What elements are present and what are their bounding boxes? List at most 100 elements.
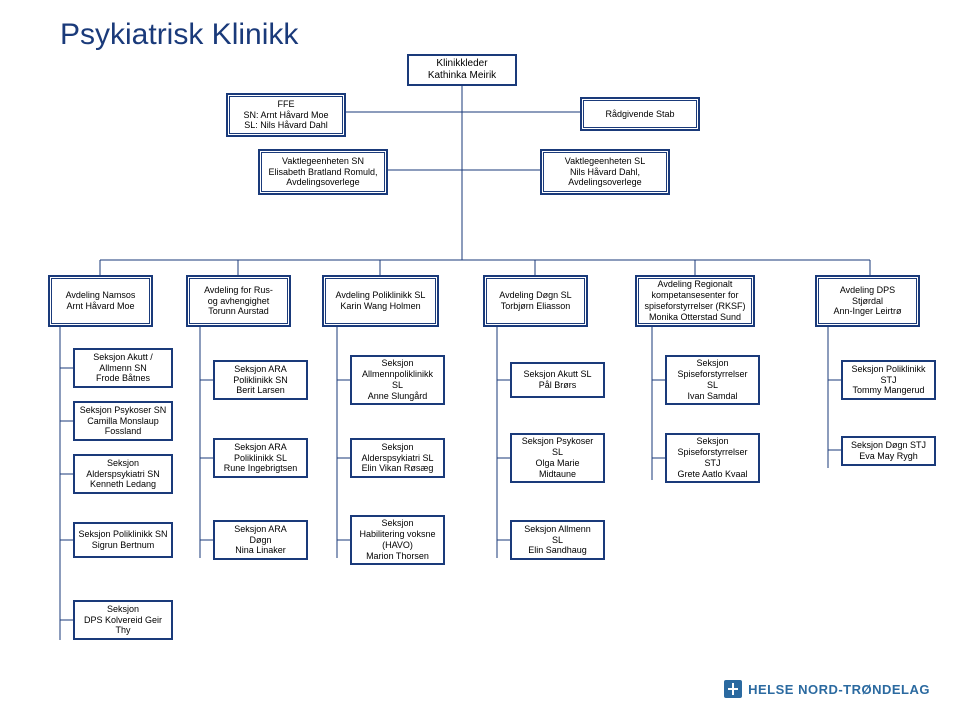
node-line: Seksjon ARA (217, 442, 304, 453)
node-line: Seksjon Psykoser (514, 436, 601, 447)
node-line: Grete Aatlo Kvaal (669, 469, 756, 480)
node-line: Seksjon ARA (217, 524, 304, 535)
node-line: Klinikkleder (411, 58, 513, 70)
node-line: Fossland (77, 426, 169, 437)
node-line: SL (514, 535, 601, 546)
node-line: Alderspsykiatri SL (354, 453, 441, 464)
node-line: Seksjon ARA (217, 364, 304, 375)
node-avd-namsos: Avdeling Namsos Arnt Håvard Moe (48, 275, 153, 327)
node-line: Marion Thorsen (354, 551, 441, 562)
node-line: SL: Nils Håvard Dahl (232, 120, 340, 131)
node-seksjon-ara-dogn: Seksjon ARA Døgn Nina Linaker (213, 520, 308, 560)
node-line: Seksjon (354, 518, 441, 529)
node-line: Avdelingsoverlege (264, 177, 382, 188)
node-line: Rådgivende Stab (586, 109, 694, 120)
node-line: Olga Marie (514, 458, 601, 469)
node-line: Allmenn SN (77, 363, 169, 374)
node-line: Torunn Aurstad (192, 306, 285, 317)
node-avd-dognsl: Avdeling Døgn SL Torbjørn Eliasson (483, 275, 588, 327)
node-line: Avdeling for Rus- (192, 285, 285, 296)
node-line: Rune Ingebrigtsen (217, 463, 304, 474)
node-line: Seksjon Poliklinikk SN (77, 529, 169, 540)
node-line: Seksjon (354, 358, 441, 369)
brand-logo: HELSE NORD-TRØNDELAG (724, 680, 930, 698)
node-line: Vaktlegeenheten SL (546, 156, 664, 167)
node-line: STJ (845, 375, 932, 386)
node-line: Avdeling Poliklinikk SL (328, 290, 433, 301)
node-seksjon-allmennpoli: Seksjon Allmennpoliklinikk SL Anne Slung… (350, 355, 445, 405)
node-line: Midtaune (514, 469, 601, 480)
node-line: Pål Brørs (514, 380, 601, 391)
node-line: Poliklinikk SN (217, 375, 304, 386)
node-line: Habilitering voksne (354, 529, 441, 540)
node-line: Seksjon Akutt / (77, 352, 169, 363)
node-line: Vaktlegeenheten SN (264, 156, 382, 167)
node-seksjon-havo: Seksjon Habilitering voksne (HAVO) Mario… (350, 515, 445, 565)
node-line: Avdeling Regionalt (641, 279, 749, 290)
node-line: Seksjon Allmenn (514, 524, 601, 535)
node-line: Sigrun Bertnum (77, 540, 169, 551)
logo-mark-icon (724, 680, 742, 698)
node-line: Elisabeth Bratland Romuld, (264, 167, 382, 178)
logo-text: HELSE NORD-TRØNDELAG (748, 682, 930, 697)
node-line: Arnt Håvard Moe (54, 301, 147, 312)
node-seksjon-dps-kolvereid: Seksjon DPS Kolvereid Geir Thy (73, 600, 173, 640)
node-line: Nils Håvard Dahl, (546, 167, 664, 178)
node-line: Torbjørn Eliasson (489, 301, 582, 312)
node-line: Berit Larsen (217, 385, 304, 396)
node-seksjon-psykoser-sl: Seksjon Psykoser SL Olga Marie Midtaune (510, 433, 605, 483)
node-line: Spiseforstyrrelser (669, 369, 756, 380)
node-line: Elin Sandhaug (514, 545, 601, 556)
node-line: Anne Slungård (354, 391, 441, 402)
node-line: Frode Båtnes (77, 373, 169, 384)
node-klinikkleder: Klinikkleder Kathinka Meirik (407, 54, 517, 86)
node-seksjon-akutt-sl: Seksjon Akutt SL Pål Brørs (510, 362, 605, 398)
node-line: Seksjon (77, 458, 169, 469)
node-seksjon-dogn-stj: Seksjon Døgn STJ Eva May Rygh (841, 436, 936, 466)
node-line: Allmennpoliklinikk (354, 369, 441, 380)
node-line: Alderspsykiatri SN (77, 469, 169, 480)
node-line: Seksjon Psykoser SN (77, 405, 169, 416)
node-line: Avdelingsoverlege (546, 177, 664, 188)
node-vaktlege-sl: Vaktlegeenheten SL Nils Håvard Dahl, Avd… (540, 149, 670, 195)
node-line: Seksjon (354, 442, 441, 453)
node-ffe: FFE SN: Arnt Håvard Moe SL: Nils Håvard … (226, 93, 346, 137)
node-line: DPS Kolvereid Geir (77, 615, 169, 626)
node-line: Stjørdal (821, 296, 914, 307)
node-seksjon-ara-sn: Seksjon ARA Poliklinikk SN Berit Larsen (213, 360, 308, 400)
node-seksjon-spise-sl: Seksjon Spiseforstyrrelser SL Ivan Samda… (665, 355, 760, 405)
node-seksjon-alders-sn: Seksjon Alderspsykiatri SN Kenneth Ledan… (73, 454, 173, 494)
node-avd-polisl: Avdeling Poliklinikk SL Karin Wang Holme… (322, 275, 439, 327)
node-line: SL (669, 380, 756, 391)
node-seksjon-spise-stj: Seksjon Spiseforstyrrelser STJ Grete Aat… (665, 433, 760, 483)
node-line: Ivan Samdal (669, 391, 756, 402)
node-line: FFE (232, 99, 340, 110)
node-seksjon-psykoser-sn: Seksjon Psykoser SN Camilla Monslaup Fos… (73, 401, 173, 441)
node-line: Kathinka Meirik (411, 70, 513, 82)
node-line: Seksjon Akutt SL (514, 369, 601, 380)
page-title: Psykiatrisk Klinikk (60, 18, 298, 52)
node-line: SL (514, 447, 601, 458)
node-line: Kenneth Ledang (77, 479, 169, 490)
node-line: Camilla Monslaup (77, 416, 169, 427)
node-line: Seksjon Poliklinikk (845, 364, 932, 375)
node-line: Poliklinikk SL (217, 453, 304, 464)
node-line: (HAVO) (354, 540, 441, 551)
node-seksjon-alders-sl: Seksjon Alderspsykiatri SL Elin Vikan Rø… (350, 438, 445, 478)
node-seksjon-poli-stj: Seksjon Poliklinikk STJ Tommy Mangerud (841, 360, 936, 400)
node-line: Døgn (217, 535, 304, 546)
node-line: Avdeling DPS (821, 285, 914, 296)
node-seksjon-allmenn-sl: Seksjon Allmenn SL Elin Sandhaug (510, 520, 605, 560)
node-line: Nina Linaker (217, 545, 304, 556)
node-seksjon-poli-sn: Seksjon Poliklinikk SN Sigrun Bertnum (73, 522, 173, 558)
node-line: Elin Vikan Røsæg (354, 463, 441, 474)
node-line: Avdeling Namsos (54, 290, 147, 301)
node-avd-rus: Avdeling for Rus- og avhengighet Torunn … (186, 275, 291, 327)
node-line: STJ (669, 458, 756, 469)
node-line: Ann-Inger Leirtrø (821, 306, 914, 317)
node-line: spiseforstyrrelser (RKSF) (641, 301, 749, 312)
node-seksjon-akutt-sn: Seksjon Akutt / Allmenn SN Frode Båtnes (73, 348, 173, 388)
node-avd-dps: Avdeling DPS Stjørdal Ann-Inger Leirtrø (815, 275, 920, 327)
node-line: Seksjon Døgn STJ (845, 440, 932, 451)
node-line: Monika Otterstad Sund (641, 312, 749, 323)
